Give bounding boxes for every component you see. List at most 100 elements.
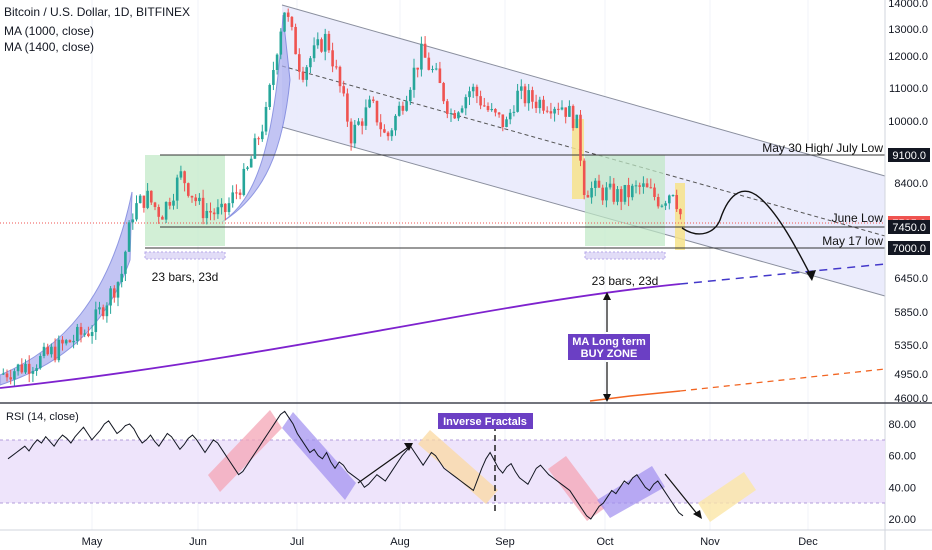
candle-body (201, 197, 205, 219)
candle-body (135, 203, 138, 220)
candle-body (631, 185, 634, 198)
buy-zone-arrowhead-down (603, 394, 611, 402)
rsi-line (7, 410, 684, 520)
annotation-may17: May 17 low (822, 234, 883, 248)
candle-body (560, 107, 564, 110)
rsi-highlight-yellow-1 (418, 430, 498, 504)
candle-body (157, 207, 160, 217)
candle-body (2, 373, 5, 375)
candle-body (242, 168, 246, 195)
candle-body (449, 113, 453, 115)
candle-body (150, 190, 153, 203)
rsi-tick-label: 20.00 (888, 514, 916, 526)
time-tick-label: Oct (596, 536, 613, 548)
candle-body (368, 99, 371, 108)
candle-body (549, 111, 553, 114)
candle-body (653, 187, 656, 197)
annotation-june-low: June Low (832, 211, 884, 225)
candle-body (216, 207, 220, 215)
candle-body (5, 373, 9, 378)
candle-body (494, 109, 497, 113)
candle-body (138, 195, 142, 204)
dotted-range-right (584, 251, 666, 260)
candle-body (168, 201, 172, 206)
candle-body (331, 50, 334, 67)
candle-body (101, 307, 105, 317)
candle-body (305, 67, 308, 80)
annotation-bars-left: 23 bars, 23d (152, 270, 219, 284)
price-highlight-label: 7450.0 (892, 222, 926, 234)
candle-body (187, 183, 190, 196)
candle-body (534, 101, 538, 109)
candle-body (397, 105, 401, 116)
candle-body (386, 132, 390, 137)
candle-body (538, 99, 542, 109)
candle-body (194, 197, 197, 202)
candle-body (601, 187, 604, 201)
candle-body (416, 67, 419, 70)
time-tick-label: Jun (189, 536, 207, 548)
candle-body (205, 210, 209, 219)
candle-body (153, 202, 157, 208)
candle-body (327, 33, 331, 51)
rsi-arrow-2 (664, 473, 699, 516)
candle-body (564, 107, 567, 117)
candle-body (349, 121, 353, 144)
parabolic-curve-right (221, 14, 291, 223)
rsi-arrowhead-2 (693, 510, 702, 519)
price-tick-label: 5850.0 (894, 307, 928, 319)
price-tick-label: 6450.0 (894, 273, 928, 285)
candle-body (405, 101, 408, 111)
price-tick-label: 4600.0 (894, 393, 928, 405)
candle-body (438, 68, 442, 84)
candle-body (664, 203, 667, 206)
candle-body (220, 203, 223, 208)
annotation-may30: May 30 High/ July Low (762, 141, 883, 155)
candle-body (268, 84, 271, 107)
candle-body (31, 370, 35, 374)
candle-body (412, 67, 416, 90)
price-tick-label: 11000.0 (889, 83, 928, 95)
candle-body (272, 70, 275, 85)
rsi-tick-label: 80.00 (888, 419, 916, 431)
candle-body (460, 108, 464, 113)
candle-body (124, 251, 127, 274)
price-tick-label: 5350.0 (894, 340, 928, 352)
candle-body (346, 93, 349, 122)
candle-body (42, 346, 46, 357)
rsi-arrowhead-1 (404, 443, 413, 451)
price-highlight-label: 7000.0 (892, 243, 926, 255)
candle-body (527, 90, 530, 104)
price-axis: 14000.0 13000.0 12000.0 11000.0 10000.0 8400.… (888, 0, 928, 405)
candle-body (575, 114, 579, 129)
candle-body (227, 203, 231, 213)
candle-body (508, 112, 512, 120)
candle-body (323, 33, 327, 52)
candle-body (642, 183, 645, 187)
candle-body (105, 305, 109, 317)
candle-body (116, 282, 120, 298)
candle-body (79, 326, 83, 335)
candle-body (582, 160, 586, 196)
candle-body (434, 68, 438, 70)
price-tick-label: 10000.0 (888, 116, 928, 128)
rsi-arrow-1 (357, 445, 411, 484)
candle-body (675, 194, 678, 210)
candle-body (87, 333, 90, 337)
candle-body (490, 109, 493, 111)
candle-body (261, 131, 264, 140)
ma-long-projection (679, 263, 886, 285)
candle-body (553, 108, 556, 114)
dotted-range-left (144, 251, 226, 260)
candle-body (619, 189, 623, 202)
candle-body (531, 90, 534, 102)
yellow-bar-1 (572, 119, 584, 199)
candle-body (301, 71, 305, 80)
candle-body (198, 197, 201, 202)
candle-body (298, 54, 301, 72)
legend-ma2: MA (1400, close) (4, 40, 95, 54)
projection-arrowhead (806, 270, 816, 281)
candle-body (501, 114, 505, 128)
candle-body (545, 110, 549, 112)
candle-body (512, 111, 516, 113)
